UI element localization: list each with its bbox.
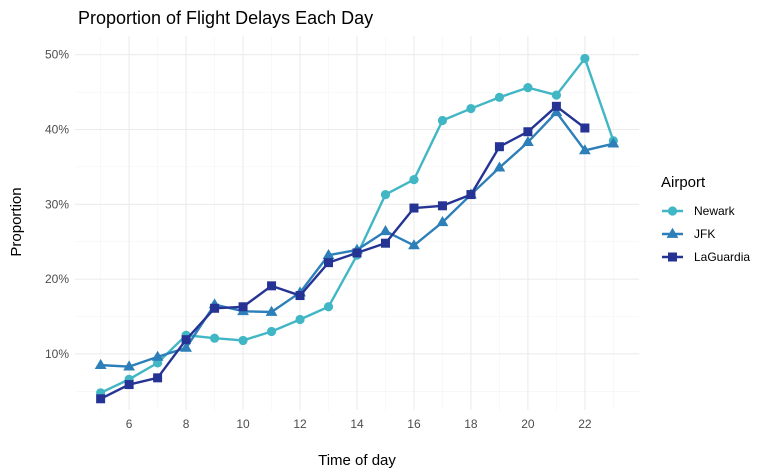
legend-item-newark: Newark (662, 204, 736, 218)
data-point-laguardia (494, 142, 504, 152)
data-point-laguardia (210, 303, 220, 313)
legend: Airport Newark JFK LaGuardia (661, 174, 750, 264)
data-point-laguardia (380, 238, 390, 248)
series-line-laguardia (100, 105, 586, 400)
data-point-newark (551, 90, 561, 100)
data-point-newark (323, 302, 334, 312)
x-axis-ticks: 6 8 10 12 14 16 18 20 22 (126, 417, 592, 431)
data-point-jfk (493, 161, 506, 172)
x-tick-label: 10 (236, 417, 250, 431)
x-tick-label: 22 (578, 417, 592, 431)
data-point-jfk (607, 137, 620, 148)
data-point-laguardia (295, 291, 305, 301)
data-point-laguardia (437, 201, 447, 211)
data-point-jfk (578, 144, 591, 155)
data-point-jfk (151, 350, 164, 361)
x-tick-label: 6 (126, 417, 133, 431)
data-point-laguardia (466, 190, 476, 200)
data-point-jfk (265, 305, 278, 316)
x-tick-label: 20 (521, 417, 535, 431)
data-point-jfk (379, 225, 392, 236)
data-point-laguardia (324, 258, 334, 268)
series-layer (94, 53, 620, 404)
data-point-newark (409, 175, 419, 185)
data-point-laguardia (153, 373, 163, 383)
y-tick-label: 30% (45, 197, 69, 211)
data-point-newark (238, 335, 248, 346)
data-point-newark (466, 103, 476, 114)
y-tick-label: 10% (45, 347, 69, 361)
data-point-jfk (123, 360, 136, 371)
x-axis-title: Time of day (318, 452, 396, 469)
plot-panel (75, 36, 639, 410)
legend-key-square-icon (668, 252, 677, 262)
legend-key-triangle-icon (666, 227, 679, 238)
series-laguardia (96, 101, 590, 404)
data-point-jfk (550, 106, 563, 117)
legend-label: LaGuardia (694, 250, 750, 264)
data-point-newark (437, 115, 448, 126)
data-point-newark (266, 326, 277, 337)
data-point-laguardia (96, 394, 106, 404)
data-point-laguardia (238, 302, 248, 312)
data-point-jfk (322, 248, 335, 260)
y-tick-label: 50% (45, 48, 69, 62)
legend-label: Newark (694, 204, 736, 218)
grid (75, 36, 639, 410)
data-point-laguardia (523, 127, 533, 137)
legend-item-laguardia: LaGuardia (662, 250, 750, 264)
y-axis-ticks: 10% 20% 30% 40% 50% (45, 48, 69, 361)
data-point-laguardia (181, 335, 191, 345)
data-point-laguardia (124, 380, 134, 390)
data-point-newark (580, 53, 590, 64)
data-point-jfk (94, 358, 107, 369)
data-point-jfk (408, 239, 420, 250)
y-tick-label: 40% (45, 123, 69, 137)
legend-item-jfk: JFK (662, 227, 715, 241)
legend-label: JFK (694, 227, 715, 241)
chart-title: Proportion of Flight Delays Each Day (78, 8, 373, 28)
data-point-jfk (522, 136, 534, 147)
data-point-laguardia (580, 123, 590, 133)
data-point-newark (295, 314, 305, 325)
x-tick-label: 14 (350, 417, 364, 431)
x-tick-label: 8 (183, 417, 190, 431)
x-tick-label: 18 (464, 417, 478, 431)
data-point-newark (209, 333, 220, 343)
data-point-laguardia (551, 101, 561, 111)
data-point-jfk (436, 216, 449, 227)
data-point-laguardia (409, 203, 419, 213)
legend-key-circle-icon (667, 206, 678, 216)
data-point-jfk (180, 341, 192, 352)
legend-title: Airport (661, 174, 706, 191)
data-point-laguardia (267, 281, 277, 291)
y-tick-label: 20% (45, 272, 69, 286)
x-tick-label: 16 (407, 417, 421, 431)
data-point-newark (380, 189, 391, 200)
data-point-newark (494, 92, 505, 102)
data-point-laguardia (352, 248, 362, 258)
y-axis-title: Proportion (8, 187, 25, 256)
x-tick-label: 12 (293, 417, 307, 431)
data-point-newark (523, 83, 533, 93)
